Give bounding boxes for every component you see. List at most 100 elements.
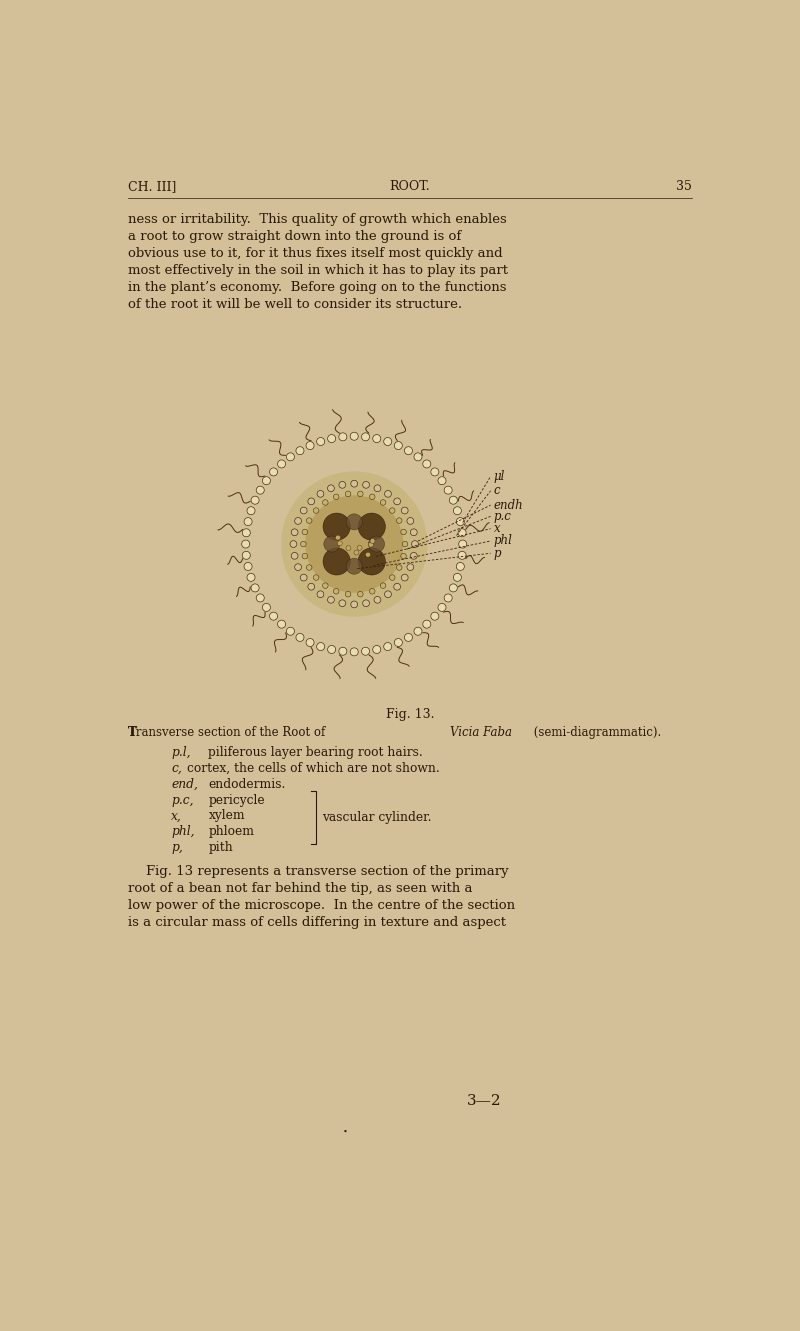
Ellipse shape [346,491,351,496]
Text: Fig. 13 represents a transverse section of the primary: Fig. 13 represents a transverse section … [146,865,509,878]
Ellipse shape [300,574,307,580]
Ellipse shape [362,433,370,441]
Ellipse shape [278,461,286,469]
Ellipse shape [302,554,308,559]
Ellipse shape [300,507,307,514]
Ellipse shape [256,594,264,602]
Ellipse shape [374,484,381,491]
Ellipse shape [454,507,462,515]
Ellipse shape [350,648,358,656]
Ellipse shape [450,496,458,504]
Text: vascular cylinder.: vascular cylinder. [322,811,431,824]
Ellipse shape [358,591,363,598]
Ellipse shape [346,546,351,551]
Ellipse shape [450,584,458,592]
Ellipse shape [308,498,314,504]
Ellipse shape [390,508,395,514]
Text: p.l,: p.l, [171,745,191,759]
Ellipse shape [410,552,418,559]
Ellipse shape [322,583,328,588]
Ellipse shape [407,518,414,524]
Ellipse shape [286,627,294,635]
Ellipse shape [242,528,250,536]
Ellipse shape [458,551,466,559]
Ellipse shape [384,643,392,651]
Ellipse shape [290,540,297,547]
Ellipse shape [362,647,370,655]
Ellipse shape [402,507,408,514]
Ellipse shape [296,634,304,642]
Ellipse shape [339,482,346,488]
Text: a root to grow straight down into the ground is of: a root to grow straight down into the gr… [128,230,461,244]
Ellipse shape [397,564,402,570]
Ellipse shape [296,447,304,455]
Ellipse shape [346,514,362,530]
Text: phl: phl [494,535,513,547]
Text: p.c,: p.c, [171,793,194,807]
Text: μl: μl [494,470,505,483]
Ellipse shape [322,499,328,506]
Ellipse shape [306,495,403,592]
Ellipse shape [402,542,408,547]
Ellipse shape [358,491,363,496]
Text: end,: end, [171,777,198,791]
Text: root of a bean not far behind the tip, as seen with a: root of a bean not far behind the tip, a… [128,882,472,894]
Ellipse shape [244,563,252,571]
Text: ROOT.: ROOT. [390,181,430,193]
Text: x: x [494,522,500,535]
Ellipse shape [317,490,324,498]
Ellipse shape [306,518,312,523]
Ellipse shape [422,620,431,628]
Ellipse shape [357,546,362,550]
Ellipse shape [368,542,374,547]
Ellipse shape [358,548,386,575]
Text: phl,: phl, [171,825,195,839]
Text: Fig. 13.: Fig. 13. [386,708,434,721]
Ellipse shape [317,643,325,651]
Ellipse shape [270,469,278,476]
Ellipse shape [323,548,350,575]
Ellipse shape [431,612,439,620]
Ellipse shape [251,584,259,592]
Ellipse shape [370,588,375,594]
Ellipse shape [339,433,347,441]
Ellipse shape [339,600,346,607]
Ellipse shape [444,486,452,494]
Ellipse shape [350,480,358,487]
Ellipse shape [262,476,270,484]
Ellipse shape [294,518,302,524]
Ellipse shape [431,469,439,476]
Text: is a circular mass of cells differing in texture and aspect: is a circular mass of cells differing in… [128,916,506,929]
Ellipse shape [327,484,334,491]
Text: piliferous layer bearing root hairs.: piliferous layer bearing root hairs. [209,745,423,759]
Ellipse shape [458,528,466,536]
Ellipse shape [256,486,264,494]
Ellipse shape [385,591,391,598]
Ellipse shape [362,482,370,488]
Ellipse shape [401,554,406,559]
Ellipse shape [456,563,464,571]
Text: in the plant’s economy.  Before going on to the functions: in the plant’s economy. Before going on … [128,281,506,294]
Ellipse shape [294,564,302,571]
Ellipse shape [291,552,298,559]
Ellipse shape [410,528,418,535]
Text: Transverse section of the Root of: Transverse section of the Root of [128,727,329,740]
Ellipse shape [454,574,462,582]
Ellipse shape [262,603,270,611]
Text: x,: x, [171,809,182,823]
Ellipse shape [370,539,375,543]
Ellipse shape [366,552,370,558]
Text: •: • [342,1129,347,1137]
Text: endodermis.: endodermis. [209,777,286,791]
Ellipse shape [422,461,431,469]
Text: most effectively in the soil in which it has to play its part: most effectively in the soil in which it… [128,264,508,277]
Ellipse shape [317,438,325,446]
Text: c,: c, [171,761,182,775]
Ellipse shape [242,540,250,548]
Ellipse shape [242,551,250,559]
Text: of the root it will be well to consider its structure.: of the root it will be well to consider … [128,298,462,310]
Text: T: T [128,727,137,740]
Ellipse shape [390,575,395,580]
Ellipse shape [301,542,306,547]
Ellipse shape [346,558,362,574]
